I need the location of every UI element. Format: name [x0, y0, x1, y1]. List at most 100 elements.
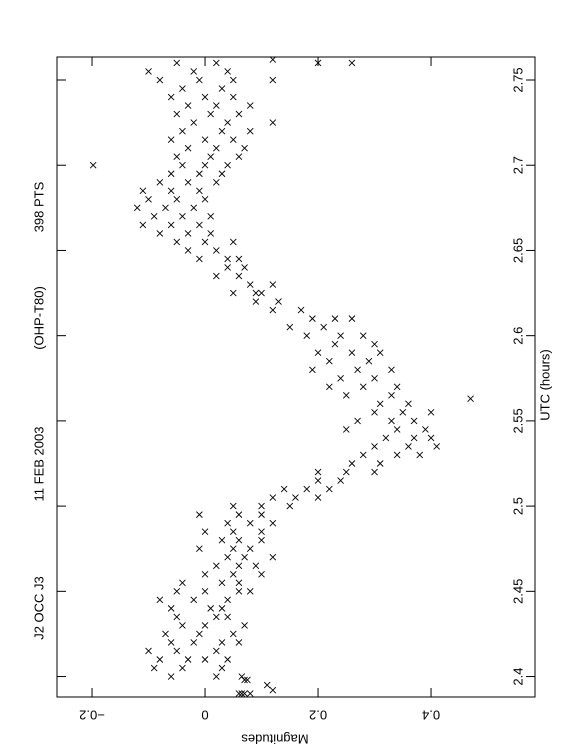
- data-point: [224, 656, 231, 663]
- data-point: [331, 340, 339, 348]
- data-point: [179, 213, 186, 220]
- data-point: [337, 332, 344, 339]
- data-point: [201, 622, 209, 629]
- data-point: [229, 570, 237, 578]
- data-point: [235, 536, 243, 544]
- data-point: [348, 460, 356, 467]
- y-tick-label: 0.4: [422, 708, 440, 723]
- data-point: [184, 102, 192, 109]
- data-point: [314, 468, 322, 476]
- data-point: [354, 366, 361, 374]
- data-point: [263, 681, 271, 689]
- data-point: [269, 306, 277, 314]
- data-point: [179, 161, 186, 169]
- data-point: [218, 536, 226, 544]
- data-point: [359, 332, 367, 339]
- data-point: [201, 528, 209, 535]
- data-point: [179, 85, 186, 92]
- data-point: [201, 93, 209, 101]
- title-part: J2 OCC J3: [31, 576, 46, 640]
- data-point: [235, 153, 243, 161]
- data-point: [190, 596, 198, 604]
- data-point: [371, 340, 378, 348]
- data-point: [229, 502, 237, 510]
- data-point: [393, 451, 401, 459]
- data-point: [229, 630, 237, 638]
- data-point: [201, 588, 209, 595]
- y-tick-label: −0.2: [79, 708, 105, 723]
- data-point: [371, 468, 378, 476]
- data-point: [196, 511, 203, 518]
- y-axis-label: Magnitudes: [241, 732, 309, 747]
- data-point: [179, 579, 186, 587]
- data-point: [190, 639, 198, 646]
- data-point: [224, 161, 231, 169]
- data-point: [167, 93, 175, 101]
- data-point: [184, 247, 192, 254]
- data-point: [269, 281, 277, 288]
- data-point: [286, 502, 294, 510]
- data-point: [224, 553, 231, 561]
- data-point: [405, 443, 412, 450]
- data-point: [314, 494, 322, 501]
- title-part: (OHP-T80): [31, 286, 46, 350]
- data-point: [207, 605, 215, 612]
- data-point: [382, 434, 390, 442]
- data-point: [376, 400, 384, 408]
- data-point: [196, 187, 203, 195]
- data-point: [179, 127, 186, 135]
- data-point: [422, 426, 429, 433]
- data-point: [179, 664, 186, 672]
- data-point: [218, 170, 226, 178]
- data-point: [258, 289, 265, 297]
- data-point: [167, 639, 175, 646]
- data-point: [145, 68, 152, 75]
- data-point: [229, 528, 237, 535]
- data-point: [342, 426, 350, 433]
- data-point: [416, 451, 424, 459]
- data-point: [252, 562, 260, 570]
- data-point: [269, 519, 277, 527]
- data-point: [238, 690, 246, 697]
- data-point: [292, 494, 299, 501]
- data-point: [201, 238, 209, 246]
- data-point: [269, 494, 277, 501]
- data-point: [427, 409, 435, 416]
- data-point: [258, 536, 265, 544]
- data-point: [139, 221, 147, 229]
- data-point: [224, 596, 231, 604]
- data-point: [331, 315, 339, 322]
- data-point: [213, 59, 220, 67]
- data-point: [190, 68, 198, 75]
- data-point: [213, 562, 220, 570]
- data-point: [405, 400, 412, 408]
- data-point: [348, 349, 356, 357]
- data-point: [388, 392, 395, 399]
- data-point: [258, 511, 265, 518]
- data-point: [326, 357, 333, 365]
- data-point: [218, 639, 226, 646]
- data-point: [224, 613, 231, 621]
- data-point: [303, 332, 311, 339]
- x-tick-label: 2.4: [510, 668, 525, 686]
- data-point: [252, 289, 260, 297]
- data-point: [235, 255, 243, 263]
- data-point: [376, 349, 384, 357]
- data-point: [258, 528, 265, 535]
- data-point: [235, 272, 243, 280]
- x-tick-label: 2.65: [510, 238, 525, 263]
- data-point: [190, 119, 198, 126]
- data-point: [162, 630, 169, 638]
- data-point: [238, 673, 246, 680]
- data-point: [224, 119, 231, 126]
- data-point: [229, 289, 237, 297]
- data-point: [269, 686, 277, 694]
- data-point: [246, 690, 254, 697]
- data-point: [269, 56, 277, 63]
- data-point: [213, 647, 220, 655]
- data-point: [156, 178, 164, 186]
- data-point: [342, 468, 350, 476]
- data-point: [167, 221, 175, 229]
- data-point: [173, 647, 181, 655]
- data-point: [275, 298, 282, 305]
